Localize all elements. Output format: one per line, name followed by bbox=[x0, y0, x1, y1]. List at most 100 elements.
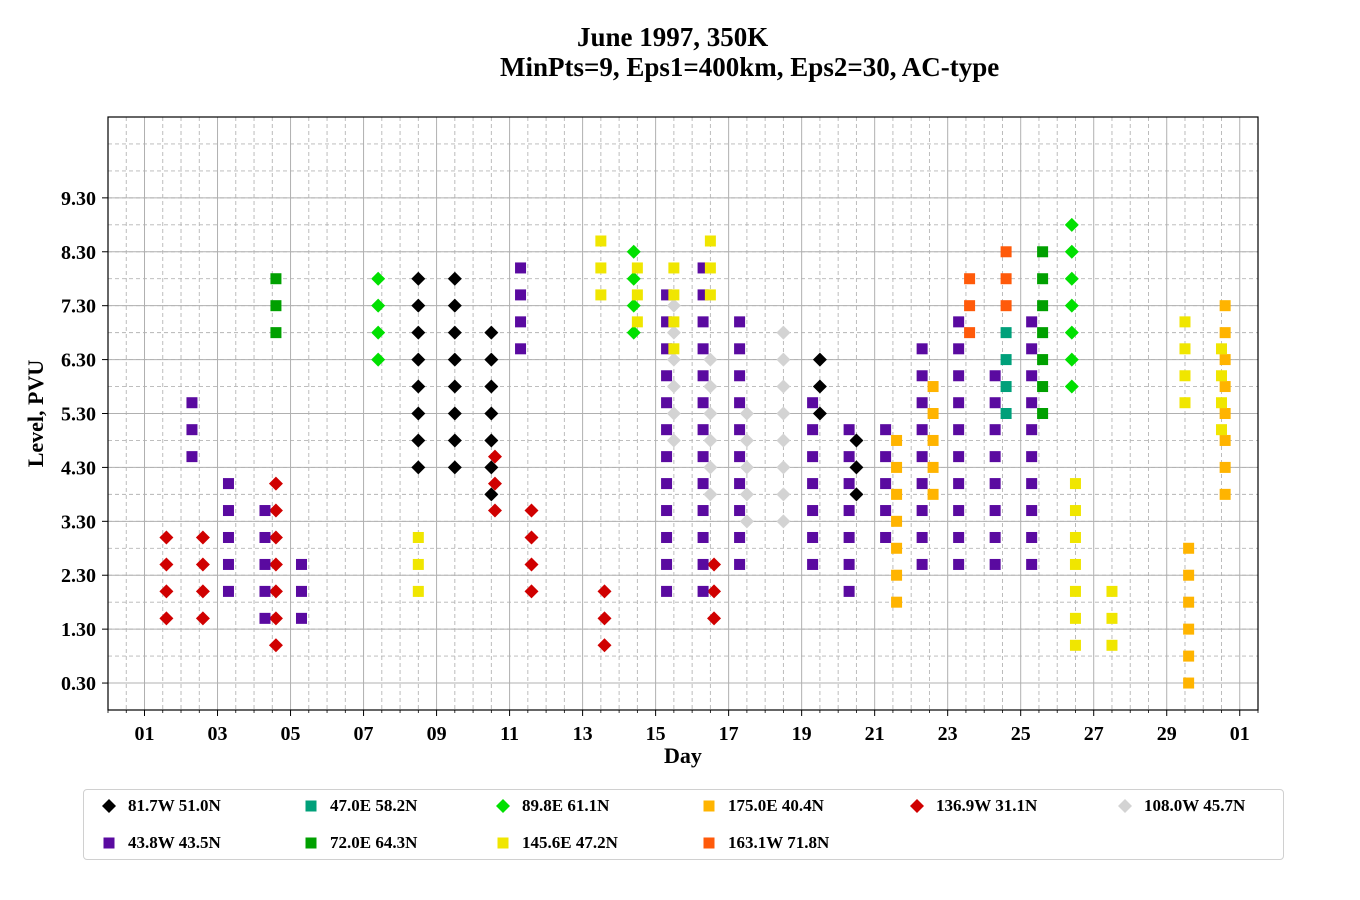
chart-subtitle: MinPts=9, Eps1=400km, Eps2=30, AC-type bbox=[500, 52, 1000, 82]
series-72-0e-64-3n bbox=[270, 246, 1049, 419]
square-point bbox=[186, 397, 198, 409]
square-point bbox=[661, 343, 673, 355]
series-89-8e-61-1n bbox=[371, 217, 1079, 394]
diamond-point bbox=[195, 530, 210, 545]
square-point bbox=[259, 585, 271, 597]
square-point bbox=[927, 461, 939, 473]
x-tick-label: 29 bbox=[1157, 723, 1177, 745]
square-point bbox=[661, 424, 673, 436]
square-point bbox=[270, 327, 282, 339]
diamond-point bbox=[597, 611, 612, 626]
y-tick-label: 5.30 bbox=[61, 404, 96, 426]
diamond-point bbox=[524, 503, 539, 518]
diamond-point bbox=[776, 379, 791, 394]
square-point bbox=[927, 408, 939, 419]
square-point bbox=[259, 612, 271, 624]
diamond-point bbox=[776, 406, 791, 421]
square-point bbox=[880, 478, 892, 490]
x-tick-label: 01 bbox=[1230, 723, 1250, 745]
square-point bbox=[989, 505, 1001, 517]
square-point bbox=[734, 558, 746, 570]
square-point bbox=[661, 531, 673, 543]
diamond-point bbox=[411, 352, 426, 367]
square-point bbox=[295, 585, 307, 597]
x-tick-label: 05 bbox=[281, 723, 301, 745]
square-point bbox=[1219, 408, 1231, 419]
legend-item: 145.6E 47.2N bbox=[496, 831, 618, 855]
diamond-point bbox=[487, 503, 502, 518]
square-point bbox=[964, 327, 976, 339]
legend-label: 175.0E 40.4N bbox=[728, 796, 824, 815]
diamond-point bbox=[707, 584, 722, 599]
square-point bbox=[1069, 612, 1081, 624]
square-point bbox=[222, 585, 234, 597]
diamond-point bbox=[776, 487, 791, 502]
square-point bbox=[1026, 451, 1038, 463]
square-point bbox=[916, 370, 928, 382]
legend-label: 72.0E 64.3N bbox=[330, 833, 418, 852]
legend-diamond-marker bbox=[910, 799, 924, 813]
square-point bbox=[595, 289, 607, 301]
diamond-point bbox=[268, 638, 283, 653]
series-108-0w-45-7n bbox=[666, 298, 791, 529]
square-point bbox=[595, 235, 607, 247]
square-point bbox=[222, 505, 234, 517]
square-point bbox=[953, 343, 965, 355]
diamond-point bbox=[371, 325, 386, 340]
square-point bbox=[1215, 370, 1227, 382]
x-tick-label: 19 bbox=[792, 723, 812, 745]
legend-square-marker bbox=[305, 837, 317, 849]
square-point bbox=[989, 370, 1001, 382]
diamond-point bbox=[371, 298, 386, 313]
legend-square-marker bbox=[703, 837, 715, 849]
diamond-point bbox=[626, 271, 641, 286]
legend-item: 108.0W 45.7N bbox=[1118, 794, 1245, 818]
diamond-point bbox=[776, 460, 791, 475]
diamond-point bbox=[812, 406, 827, 421]
chart-title: June 1997, 350K bbox=[577, 22, 769, 52]
square-point bbox=[631, 316, 643, 328]
square-point bbox=[697, 531, 709, 543]
diamond-point bbox=[484, 406, 499, 421]
square-point bbox=[697, 478, 709, 490]
grid bbox=[107, 117, 1259, 710]
diamond-point bbox=[484, 325, 499, 340]
square-point bbox=[661, 316, 673, 328]
diamond-point bbox=[1064, 217, 1079, 232]
square-point bbox=[916, 397, 928, 409]
square-point bbox=[953, 505, 965, 517]
square-point bbox=[661, 370, 673, 382]
square-point bbox=[927, 488, 939, 500]
square-point bbox=[222, 478, 234, 490]
square-point bbox=[1179, 397, 1191, 409]
square-point bbox=[916, 505, 928, 517]
square-point bbox=[734, 424, 746, 436]
legend-label: 81.7W 51.0N bbox=[128, 796, 221, 815]
legend-item: 136.9W 31.1N bbox=[910, 794, 1037, 818]
square-point bbox=[1037, 273, 1049, 285]
square-point bbox=[515, 343, 527, 355]
square-point bbox=[807, 397, 819, 409]
square-point bbox=[843, 478, 855, 490]
data-points bbox=[159, 217, 1231, 689]
square-point bbox=[843, 451, 855, 463]
diamond-point bbox=[812, 352, 827, 367]
square-point bbox=[843, 505, 855, 517]
series-163-1w-71-8n bbox=[964, 246, 1012, 339]
square-point bbox=[1026, 316, 1038, 328]
square-point bbox=[1219, 354, 1231, 366]
y-tick-label: 0.30 bbox=[61, 673, 96, 695]
square-point bbox=[1026, 478, 1038, 490]
diamond-point bbox=[703, 460, 718, 475]
diamond-point bbox=[195, 611, 210, 626]
diamond-point bbox=[447, 298, 462, 313]
diamond-point bbox=[268, 530, 283, 545]
diamond-point bbox=[707, 557, 722, 572]
square-point bbox=[953, 451, 965, 463]
x-tick-label: 03 bbox=[208, 723, 228, 745]
y-tick-label: 4.30 bbox=[61, 457, 96, 479]
square-point bbox=[916, 558, 928, 570]
axes: 01 03 05 07 09 11 13 15 17 19 21 23 25 27 29 01 0.30 1.30… bbox=[61, 188, 1259, 745]
square-point bbox=[1037, 246, 1049, 258]
y-tick-label: 6.30 bbox=[61, 350, 96, 372]
